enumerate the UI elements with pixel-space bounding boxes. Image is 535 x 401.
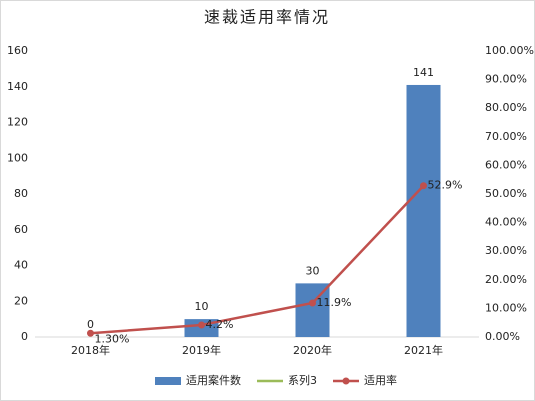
y-tick-label: 60	[14, 223, 28, 236]
y2-tick-label: 30.00%	[485, 244, 527, 257]
line-label: 1.30%	[95, 332, 130, 345]
y-tick-label: 20	[14, 294, 28, 307]
y2-tick-label: 60.00%	[485, 158, 527, 171]
bar-label: 0	[87, 318, 94, 331]
y-tick-label: 80	[14, 187, 28, 200]
bar-label: 10	[195, 300, 209, 313]
y-tick-label: 120	[7, 116, 28, 129]
x-tick-label: 2021年	[404, 343, 443, 357]
y2-tick-label: 90.00%	[485, 73, 527, 86]
line-label: 4.2%	[206, 318, 234, 331]
y2-tick-label: 100.00%	[485, 44, 534, 57]
legend-swatch	[155, 377, 181, 385]
line-label: 11.9%	[317, 296, 352, 309]
legend-label: 适用案件数	[186, 373, 241, 387]
line-point	[198, 321, 205, 329]
bar-label: 141	[413, 66, 434, 79]
legend-label: 适用率	[364, 373, 397, 387]
y-tick-label: 140	[7, 80, 28, 93]
line-point	[87, 329, 94, 337]
y-tick-label: 100	[7, 151, 28, 164]
chart-title: 速裁适用率情况	[204, 8, 330, 27]
line-point	[309, 299, 316, 307]
y-tick-label: 40	[14, 259, 28, 272]
y2-tick-label: 10.00%	[485, 301, 527, 314]
y2-tick-label: 0.00%	[485, 330, 520, 343]
y2-tick-label: 40.00%	[485, 216, 527, 229]
x-tick-label: 2019年	[182, 343, 221, 357]
y2-tick-label: 70.00%	[485, 130, 527, 143]
y2-tick-label: 80.00%	[485, 101, 527, 114]
y-tick-label: 160	[7, 44, 28, 57]
y2-tick-label: 50.00%	[485, 187, 527, 200]
y2-tick-label: 20.00%	[485, 273, 527, 286]
legend-label: 系列3	[288, 373, 317, 387]
legend-marker	[342, 377, 350, 385]
line-point	[420, 182, 427, 190]
line	[90, 184, 425, 335]
line-label: 52.9%	[428, 179, 463, 192]
bar-label: 30	[306, 264, 320, 277]
x-tick-label: 2020年	[293, 343, 332, 357]
bar	[406, 84, 441, 338]
y-tick-label: 0	[21, 330, 28, 343]
x-tick-label: 2018年	[71, 343, 110, 357]
